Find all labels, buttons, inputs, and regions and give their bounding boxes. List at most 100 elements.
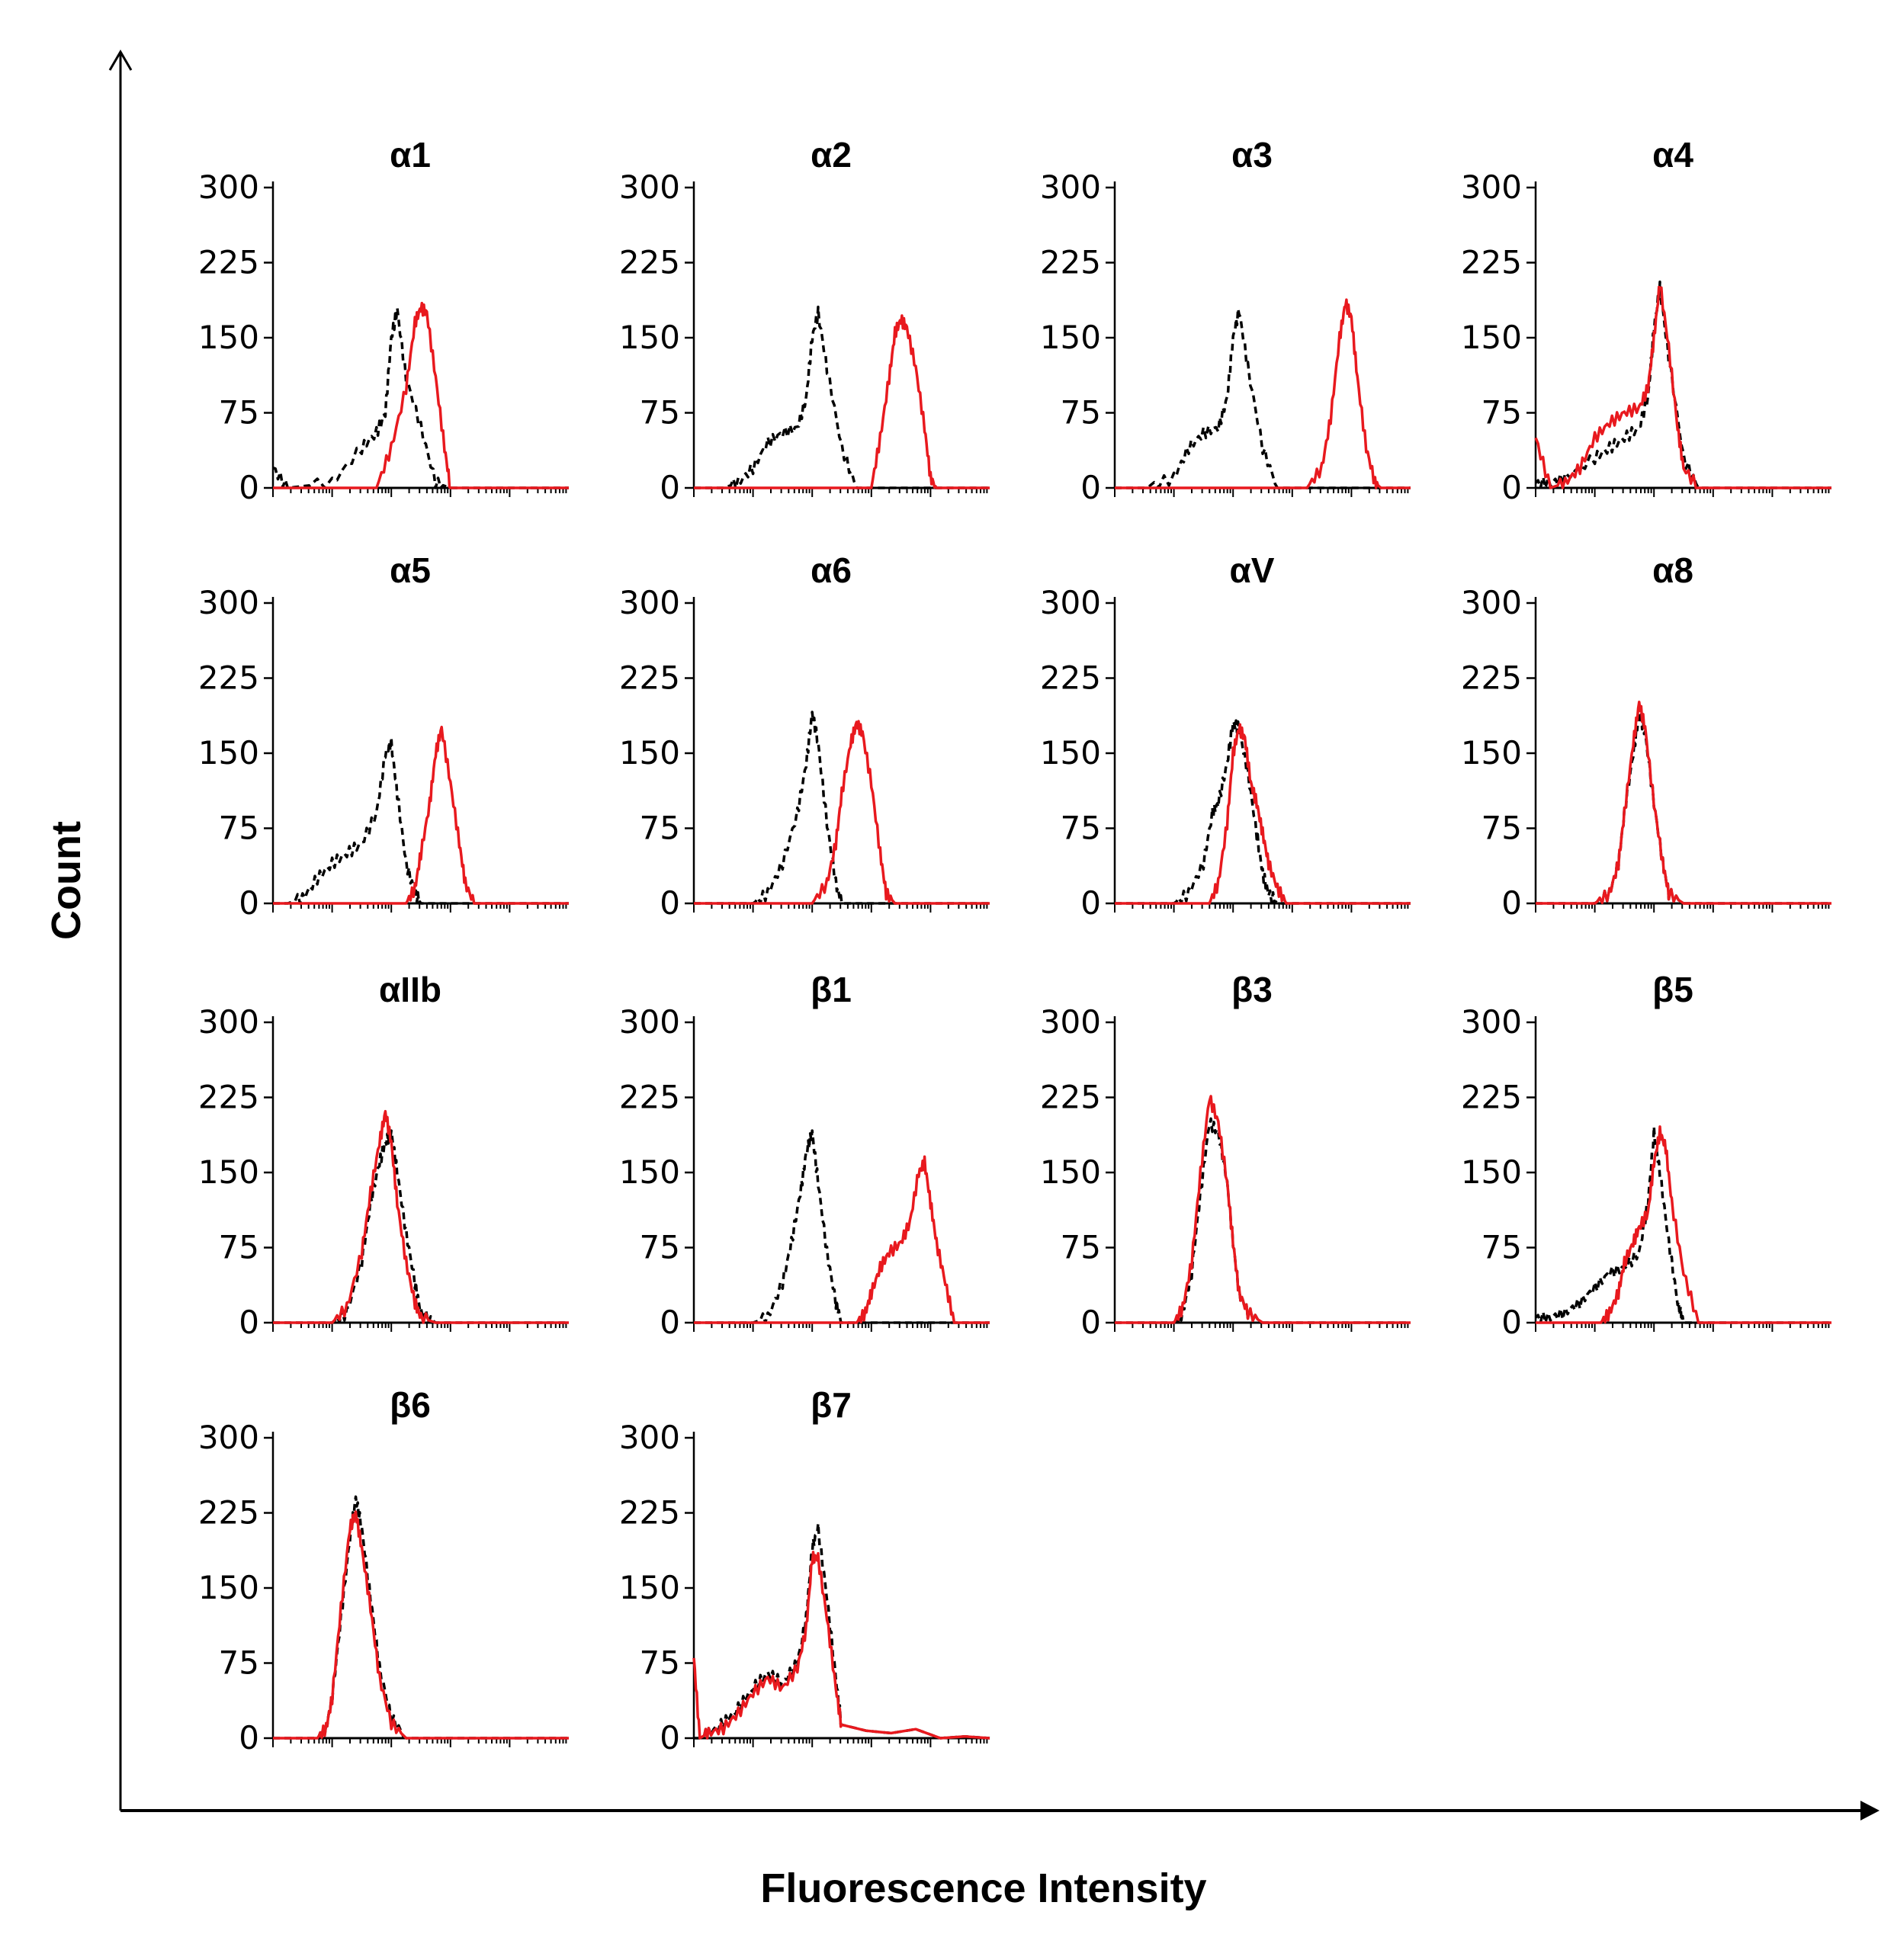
y-tick-label: 225 (1461, 244, 1522, 281)
y-tick-label: 0 (1501, 884, 1522, 922)
panel-title: β3 (1231, 970, 1273, 1009)
y-tick-label: 300 (1461, 584, 1522, 621)
y-tick-label: 150 (619, 734, 680, 771)
series-line-control (273, 1128, 569, 1324)
y-tick-label: 225 (1040, 659, 1101, 697)
x-minor-ticks (1114, 903, 1409, 913)
x-minor-ticks (693, 1738, 988, 1747)
series-line-stained (1115, 1095, 1411, 1324)
y-tick-label: 150 (619, 1153, 680, 1191)
y-tick-label: 75 (219, 1229, 259, 1266)
histogram-panel: β7 0 75 150 225 300 (619, 1385, 990, 1756)
x-minor-ticks (693, 903, 988, 913)
y-tick-label: 225 (1461, 1079, 1522, 1116)
panel-title: β1 (811, 970, 852, 1009)
series-line-stained (1534, 285, 1831, 489)
histogram-panel: αIIb 0 75 150 225 300 (198, 970, 569, 1341)
series-line-stained (694, 314, 990, 489)
y-tick-label: 300 (198, 168, 259, 206)
series-line-stained (1536, 1125, 1831, 1324)
y-tick-label: 150 (198, 734, 259, 771)
histogram-panel: β1 0 75 150 225 300 (619, 970, 990, 1341)
histogram-panel: β6 0 75 150 225 300 (198, 1385, 569, 1756)
series-line-stained (1536, 701, 1831, 905)
x-minor-ticks (1535, 903, 1830, 913)
series-line-stained (692, 1551, 990, 1740)
y-tick-label: 300 (619, 584, 680, 621)
y-tick-label: 75 (640, 394, 680, 431)
y-tick-label: 75 (1061, 394, 1101, 431)
histogram-panel: αV 0 75 150 225 300 (1040, 550, 1411, 922)
series-line-stained (273, 1510, 569, 1740)
y-tick-label: 300 (1040, 1003, 1101, 1041)
histogram-panel: α5 0 75 150 225 300 (198, 550, 569, 922)
y-tick-label: 150 (198, 1569, 259, 1606)
y-tick-label: 0 (1501, 1304, 1522, 1341)
y-tick-label: 0 (1501, 469, 1522, 506)
histogram-panels: α1 0 75 150 225 300 α2 0 75 150 225 300 α3 0 75 150 225 3… (198, 135, 1831, 1756)
y-tick-label: 75 (219, 810, 259, 847)
y-tick-label: 75 (1481, 394, 1522, 431)
y-tick-label: 150 (619, 1569, 680, 1606)
y-tick-label: 300 (1461, 1003, 1522, 1041)
y-tick-label: 75 (219, 394, 259, 431)
y-tick-label: 75 (1481, 1229, 1522, 1266)
histogram-panel: α2 0 75 150 225 300 (619, 135, 990, 506)
panel-title: α1 (390, 135, 431, 175)
y-tick-label: 0 (1080, 884, 1101, 922)
y-tick-label: 300 (1461, 168, 1522, 206)
y-tick-label: 300 (1040, 168, 1101, 206)
y-tick-label: 0 (239, 1304, 259, 1341)
y-tick-label: 150 (1040, 734, 1101, 771)
series-line-stained (273, 725, 569, 905)
y-tick-label: 0 (239, 1719, 259, 1756)
panel-title: α5 (390, 550, 431, 590)
panel-title: α3 (1231, 135, 1273, 175)
series-line-control (1534, 1125, 1831, 1324)
histogram-panel: α3 0 75 150 225 300 (1040, 135, 1411, 506)
y-tick-label: 300 (619, 168, 680, 206)
histogram-panel: α4 0 75 150 225 300 (1461, 135, 1831, 506)
x-minor-ticks (1114, 1323, 1409, 1332)
y-tick-label: 150 (1461, 319, 1522, 356)
series-line-control (694, 711, 990, 905)
y-tick-label: 300 (619, 1003, 680, 1041)
histogram-panel: α6 0 75 150 225 300 (619, 550, 990, 922)
y-tick-label: 300 (198, 584, 259, 621)
histogram-panel: α1 0 75 150 225 300 (198, 135, 569, 506)
series-line-control (1115, 719, 1411, 905)
x-minor-ticks (1535, 1323, 1830, 1332)
y-tick-label: 300 (619, 1419, 680, 1456)
panel-title: α2 (811, 135, 852, 175)
series-line-control (272, 306, 569, 489)
y-tick-label: 300 (1040, 584, 1101, 621)
y-tick-label: 0 (239, 884, 259, 922)
x-minor-ticks (693, 488, 988, 497)
y-tick-label: 150 (1461, 1153, 1522, 1191)
series-line-control (694, 305, 990, 489)
y-tick-label: 225 (198, 244, 259, 281)
y-tick-label: 225 (619, 244, 680, 281)
series-line-control (694, 1129, 990, 1324)
series-line-control (273, 1495, 569, 1740)
y-tick-label: 225 (1461, 659, 1522, 697)
y-tick-label: 75 (1481, 810, 1522, 847)
series-line-control (693, 1522, 990, 1740)
y-tick-label: 0 (660, 1304, 680, 1341)
y-tick-label: 300 (198, 1003, 259, 1041)
y-tick-label: 150 (198, 1153, 259, 1191)
panel-title: β5 (1652, 970, 1693, 1009)
y-tick-label: 225 (198, 659, 259, 697)
series-line-control (1534, 281, 1831, 489)
y-tick-label: 225 (198, 1494, 259, 1532)
panel-title: αV (1230, 550, 1275, 590)
y-tick-label: 0 (660, 884, 680, 922)
y-tick-label: 75 (219, 1644, 259, 1682)
x-minor-ticks (272, 1738, 567, 1747)
histogram-panel: α8 0 75 150 225 300 (1461, 550, 1831, 922)
series-line-stained (694, 720, 990, 905)
series-line-control (1536, 711, 1831, 905)
panel-title: β6 (390, 1385, 431, 1425)
